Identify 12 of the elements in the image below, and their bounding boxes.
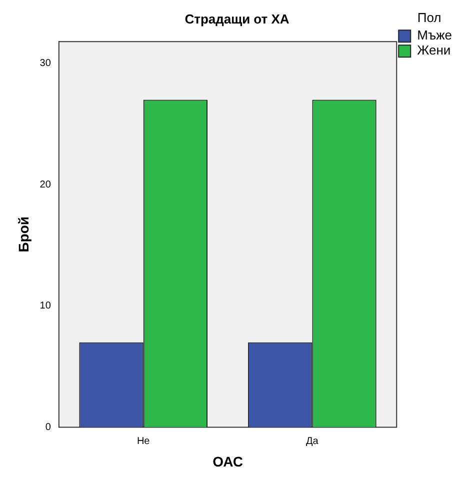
chart-title: Страдащи от ХА (184, 11, 290, 26)
x-tick-label: Не (136, 436, 150, 447)
y-tick-label: 0 (45, 422, 52, 433)
y-tick-label: 20 (40, 179, 52, 190)
y-tick-label: 10 (40, 300, 52, 312)
x-tick-label: Да (306, 436, 319, 447)
legend-label: Мъже (417, 28, 452, 43)
x-axis-title: ОАС (212, 453, 243, 470)
y-axis-title: Брой (15, 216, 32, 252)
legend-title: Пол (417, 10, 442, 26)
legend-label: Жени (417, 42, 451, 58)
y-tick-label: 30 (40, 58, 52, 70)
